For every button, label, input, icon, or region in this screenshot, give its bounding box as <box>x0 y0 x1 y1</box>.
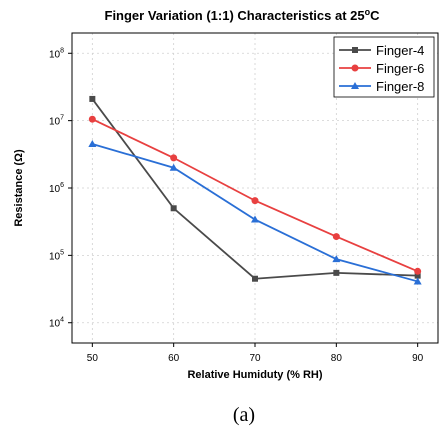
data-point-finger-4 <box>89 95 96 102</box>
chart-title: Finger Variation (1:1) Characteristics a… <box>105 7 381 23</box>
x-tick-label: 80 <box>331 353 343 364</box>
series-group <box>88 95 422 285</box>
data-point-finger-8 <box>169 163 178 171</box>
data-point-finger-4 <box>414 272 421 279</box>
x-tick-label: 60 <box>168 353 180 364</box>
x-axis: 50 60 70 80 90 <box>87 343 424 364</box>
data-point-finger-4 <box>252 275 258 282</box>
legend-marker-finger-8 <box>351 82 359 89</box>
figure-caption: (a) <box>233 404 255 426</box>
y-tick-label: 107 <box>49 115 64 128</box>
legend-label-finger-6: Finger-6 <box>376 61 424 76</box>
data-point-finger-6 <box>170 154 178 162</box>
y-tick-label: 104 <box>49 317 64 330</box>
data-point-finger-4 <box>333 269 340 276</box>
y-axis: 104 105 106 107 108 <box>49 47 72 330</box>
legend-marker-finger-4 <box>352 47 358 53</box>
y-axis-label: Resistance (Ω) <box>13 149 25 227</box>
y-tick-label: 105 <box>49 249 64 262</box>
data-point-finger-8 <box>251 215 259 223</box>
data-point-finger-6 <box>88 115 96 123</box>
legend-label-finger-8: Finger-8 <box>376 79 424 94</box>
legend-marker-finger-6 <box>351 64 359 72</box>
legend-label-finger-4: Finger-4 <box>376 43 424 58</box>
legend-box <box>333 36 435 98</box>
y-tick-label: 106 <box>49 182 64 195</box>
x-tick-label: 90 <box>412 353 424 364</box>
x-tick-label: 50 <box>87 353 99 364</box>
data-point-finger-6 <box>414 267 422 275</box>
data-point-finger-4 <box>170 205 177 212</box>
x-tick-label: 70 <box>249 353 261 364</box>
data-point-finger-8 <box>413 277 422 285</box>
data-point-finger-6 <box>332 233 340 241</box>
legend: Finger-4 Finger-6 Finger-8 <box>333 36 435 98</box>
data-point-finger-6 <box>251 197 259 205</box>
y-tick-label: 108 <box>49 47 64 60</box>
x-axis-label: Relative Humiduty (% RH) <box>187 369 322 381</box>
data-point-finger-8 <box>332 255 341 263</box>
data-point-finger-8 <box>88 139 97 147</box>
